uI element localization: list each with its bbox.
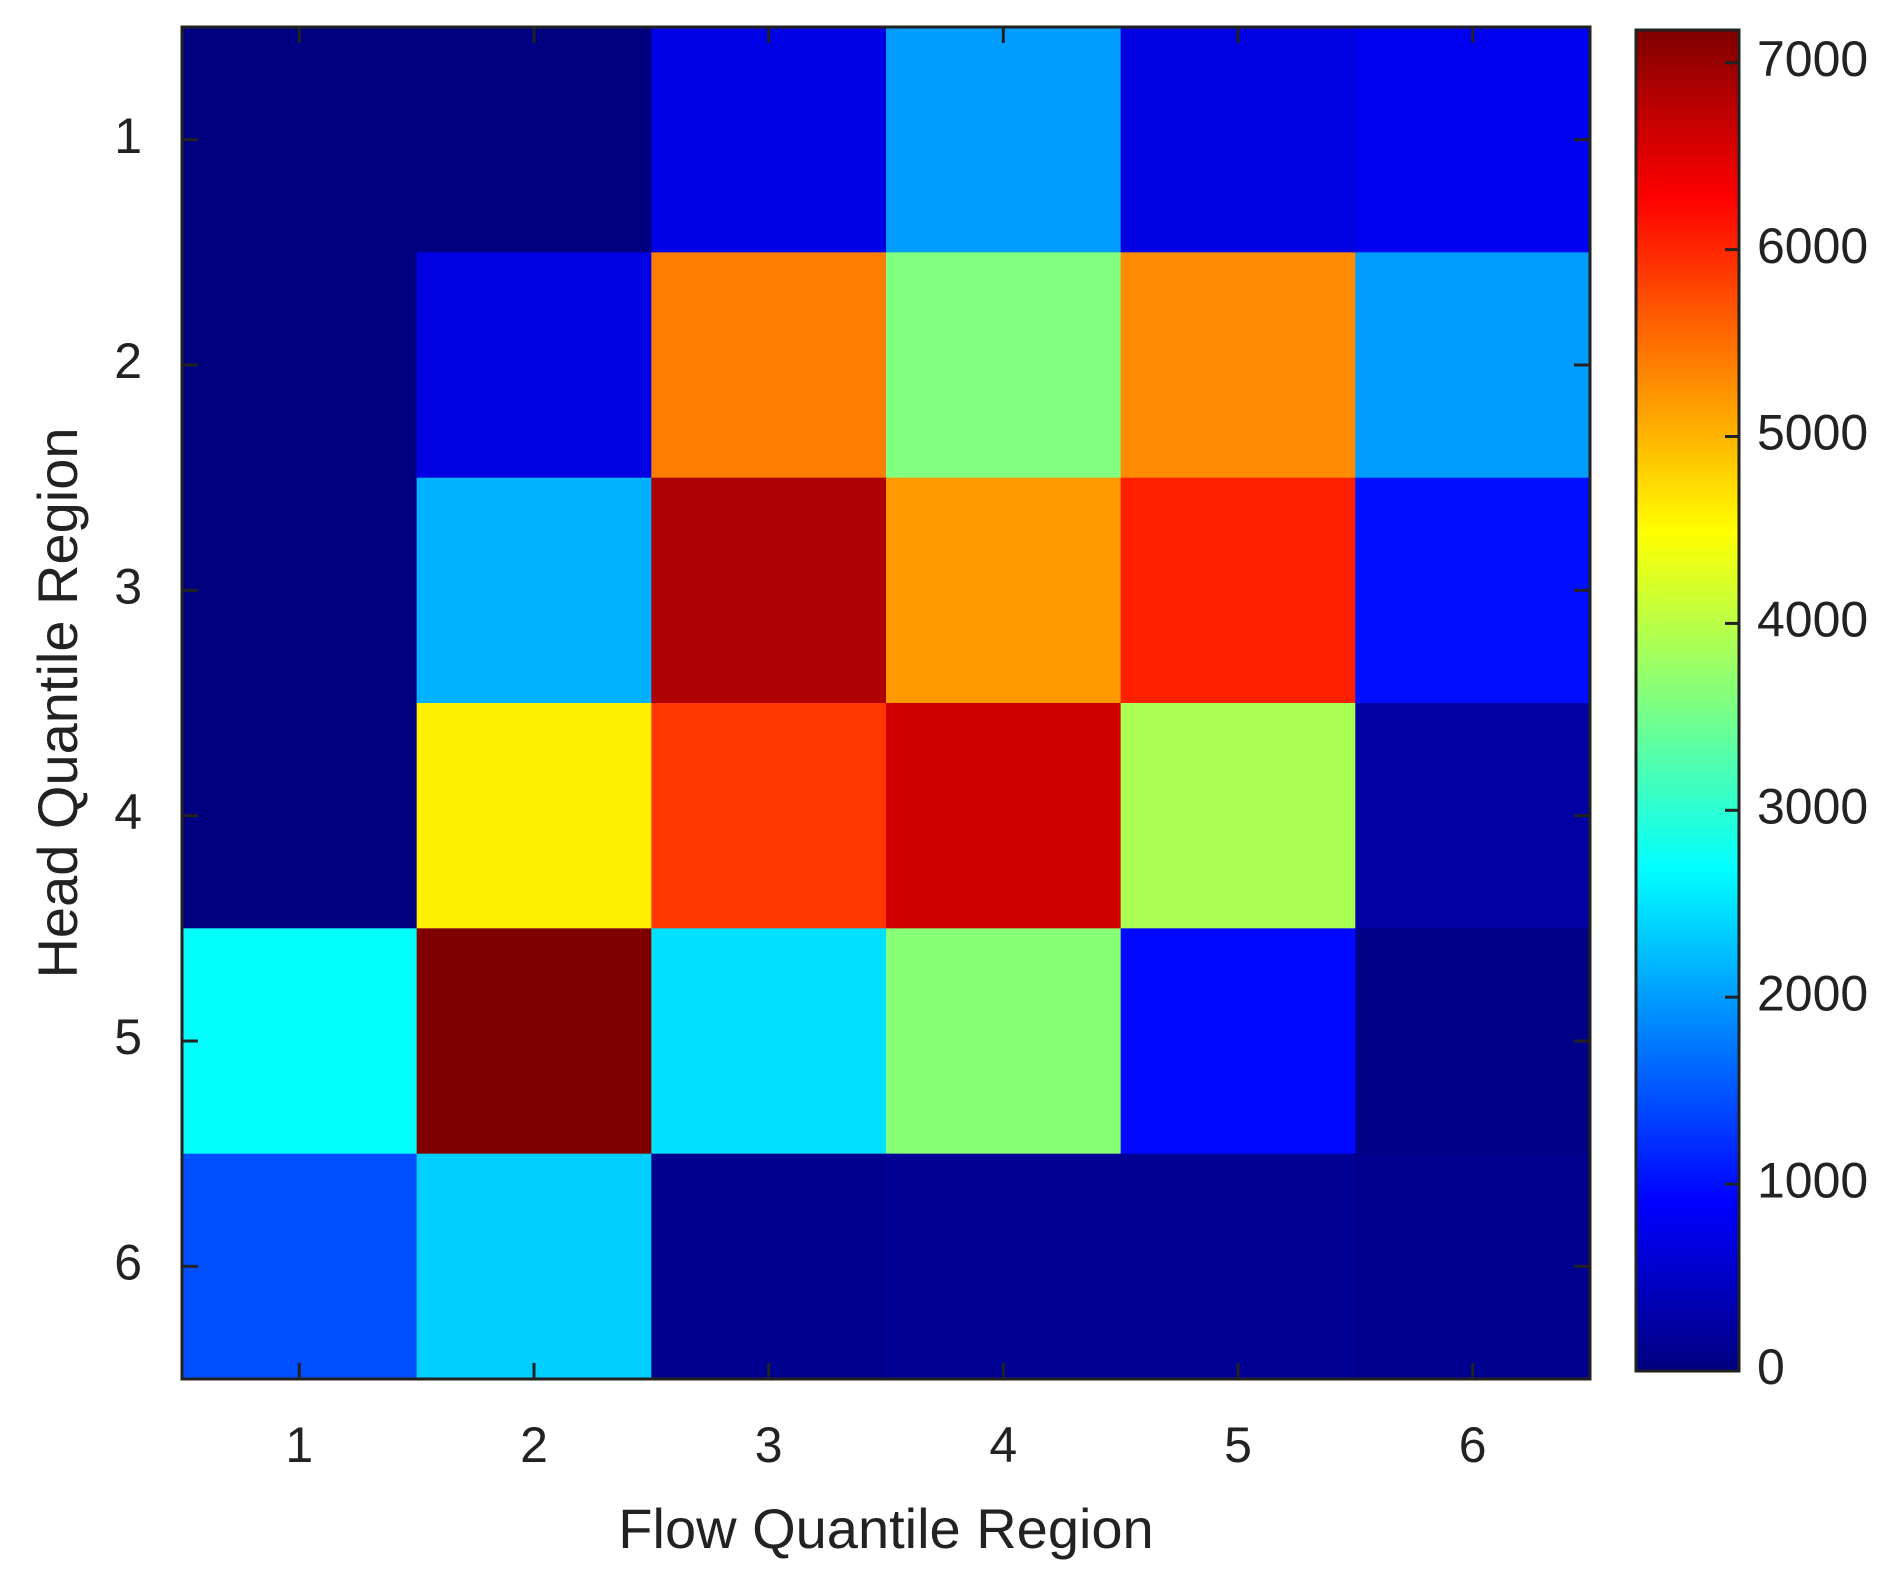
heatmap-cell [1355,928,1591,1155]
y-tick-label: 6 [114,1235,142,1291]
heatmap-cell [416,1153,652,1380]
y-tick-label: 1 [114,108,142,164]
heatmap-cell [1120,703,1356,929]
heatmap-cell [416,703,652,929]
heatmap-cell [416,252,652,479]
heatmap-cell [416,477,652,704]
heatmap-cell [182,27,418,253]
heatmap-cell [182,1153,418,1380]
x-tick-label: 3 [755,1417,783,1473]
heatmap-cell [651,252,887,479]
heatmap-cell [886,477,1122,704]
heatmap-cell [1355,252,1591,479]
y-tick-label: 2 [114,333,142,389]
heatmap-cell [886,1153,1122,1380]
heatmap-cell [1355,477,1591,704]
colorbar-tick-label: 7000 [1757,31,1868,87]
x-tick-label: 2 [520,1417,548,1473]
heatmap-cell [416,928,652,1155]
heatmap-cell [182,928,418,1155]
heatmap-cell [1355,27,1591,253]
heatmap-cell [651,477,887,704]
heatmap-cell [182,703,418,929]
colorbar-tick-label: 5000 [1757,405,1868,461]
heatmap-cell [886,27,1122,253]
heatmap-cell [651,928,887,1155]
heatmap-cell [1120,477,1356,704]
y-tick-label: 5 [114,1009,142,1065]
y-axis-label: Head Quantile Region [26,427,89,978]
heatmap-cell [416,27,652,253]
heatmap-cell [651,703,887,929]
heatmap-cell [651,27,887,253]
heatmap-cell [651,1153,887,1380]
x-tick-label: 6 [1459,1417,1487,1473]
heatmap-cell [1120,252,1356,479]
heatmap-cell [1355,1153,1591,1380]
x-axis-label: Flow Quantile Region [618,1497,1153,1560]
y-tick-label: 4 [114,784,142,840]
heatmap-cell [886,703,1122,929]
heatmap-cell [886,252,1122,479]
heatmap-cell [1120,1153,1356,1380]
colorbar-tick-label: 0 [1757,1339,1785,1395]
heatmap-cell [182,477,418,704]
heatmap-cell [1120,27,1356,253]
colorbar-tick-label: 2000 [1757,965,1868,1021]
colorbar-tick-label: 3000 [1757,779,1868,835]
y-tick-label: 3 [114,559,142,615]
x-tick-label: 1 [285,1417,313,1473]
colorbar-tick-label: 6000 [1757,218,1868,274]
colorbar-tick-label: 4000 [1757,592,1868,648]
heatmap-cell [1355,703,1591,929]
x-tick-label: 5 [1224,1417,1252,1473]
x-tick-label: 4 [989,1417,1017,1473]
heatmap-cell [886,928,1122,1155]
colorbar-tick-label: 1000 [1757,1152,1868,1208]
plot-frame [180,25,1592,1381]
heatmap-cell [182,252,418,479]
colorbar [1634,28,1741,1373]
heatmap-cell [1120,928,1356,1155]
